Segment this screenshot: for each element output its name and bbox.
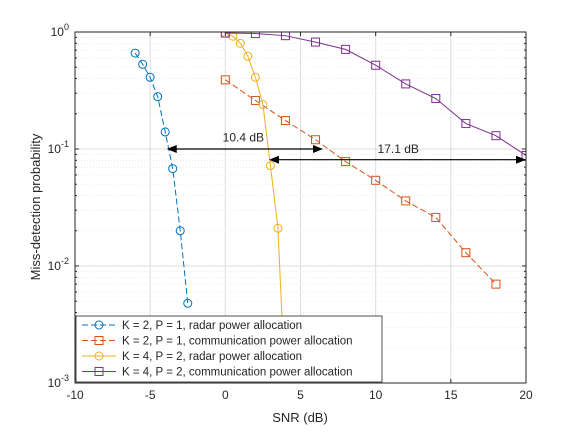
ticks: -10 -5 0 5 10 15 20 10-3 10-2 10-1 100 xyxy=(48,22,533,402)
series-4-marker xyxy=(250,32,260,39)
series-4-marker xyxy=(371,60,381,70)
x-tick-label: -5 xyxy=(145,388,156,402)
x-tick-label: 0 xyxy=(222,388,229,402)
legend-entry-4: K = 4, P = 2, communication power alloca… xyxy=(82,367,353,379)
series-4-marker xyxy=(341,44,351,54)
x-tick-label: 5 xyxy=(297,388,304,402)
series-3-line xyxy=(225,32,286,383)
legend-label: K = 2, P = 1, radar power allocation xyxy=(122,320,302,332)
x-axis-label: SNR (dB) xyxy=(272,410,328,425)
annotation-2: 17.1 dB xyxy=(268,142,526,164)
annotation-arrowhead-right xyxy=(516,155,526,164)
series-3-marker xyxy=(250,72,260,82)
series-3-marker xyxy=(258,100,268,110)
series-2-marker xyxy=(491,279,501,289)
legend-label: K = 4, P = 2, communication power alloca… xyxy=(122,367,353,379)
annotation-arrowhead-left xyxy=(166,145,177,153)
series-3-marker xyxy=(273,223,283,233)
y-tick-label: 10-3 xyxy=(48,373,69,390)
series-4-marker xyxy=(521,150,526,160)
series-3-marker xyxy=(265,161,275,171)
series-3-marker xyxy=(243,51,253,61)
series-4-marker xyxy=(280,32,290,41)
series-2-marker xyxy=(401,196,411,206)
series-2-marker xyxy=(341,157,351,167)
x-tick-label: 20 xyxy=(519,388,533,402)
series-1-marker xyxy=(175,226,185,236)
series-2-line xyxy=(225,79,497,285)
annotation-label: 17.1 dB xyxy=(378,142,419,156)
series-1-marker xyxy=(153,92,163,102)
series-1-marker xyxy=(168,164,178,174)
series-4-marker xyxy=(401,79,411,89)
legend-entry-1: K = 2, P = 1, radar power allocation xyxy=(82,320,302,332)
series-3 xyxy=(220,32,286,383)
y-tick-label: 10-2 xyxy=(48,256,69,273)
series-2 xyxy=(220,75,501,289)
legend-entry-2: K = 2, P = 1, communication power alloca… xyxy=(82,336,353,348)
series-1-marker xyxy=(138,59,148,69)
annotation-1: 10.4 dB xyxy=(166,131,324,153)
series-1-marker xyxy=(160,127,170,137)
x-tick-label: 15 xyxy=(444,388,458,402)
legend-label: K = 4, P = 2, radar power allocation xyxy=(122,351,302,363)
series-3-marker xyxy=(235,38,245,48)
series-2-marker xyxy=(461,248,471,258)
legend-swatch-marker xyxy=(94,336,104,345)
series-1-marker xyxy=(183,298,193,308)
series-4-marker xyxy=(431,94,441,104)
y-tick-label: 100 xyxy=(51,22,69,39)
legend-swatch-marker xyxy=(94,367,104,376)
series-1-marker xyxy=(145,72,155,82)
legend: K = 2, P = 1, radar power allocation K = … xyxy=(75,315,383,383)
series-layer xyxy=(130,32,526,383)
legend-label: K = 2, P = 1, communication power alloca… xyxy=(122,336,353,348)
annotation-layer: 10.4 dB 17.1 dB xyxy=(166,131,526,164)
series-4-marker xyxy=(461,119,471,129)
series-4 xyxy=(220,32,526,160)
series-2-marker xyxy=(371,175,381,185)
series-2-marker xyxy=(280,116,290,126)
annotation-arrowhead-right xyxy=(313,145,324,153)
legend-box xyxy=(75,315,383,383)
annotation-arrowhead-left xyxy=(268,155,279,164)
series-2-marker xyxy=(431,212,441,222)
y-axis-label: Miss-detection probability xyxy=(28,133,43,280)
series-4-marker xyxy=(491,131,501,141)
series-1 xyxy=(130,48,193,308)
legend-entry-3: K = 4, P = 2, radar power allocation xyxy=(82,351,302,363)
series-4-marker xyxy=(311,37,321,47)
series-1-line xyxy=(134,52,189,304)
x-tick-label: 10 xyxy=(369,388,383,402)
series-2-marker xyxy=(311,135,321,145)
x-tick-label: -10 xyxy=(66,388,84,402)
legend-swatch-marker xyxy=(94,351,104,361)
y-tick-label: 10-1 xyxy=(48,139,69,156)
series-4-line xyxy=(225,32,526,156)
series-4-marker xyxy=(220,32,230,38)
series-2-marker xyxy=(220,75,230,85)
legend-swatch-marker xyxy=(94,320,104,330)
annotation-label: 10.4 dB xyxy=(223,131,264,145)
series-1-marker xyxy=(130,48,140,58)
series-2-marker xyxy=(250,95,260,105)
